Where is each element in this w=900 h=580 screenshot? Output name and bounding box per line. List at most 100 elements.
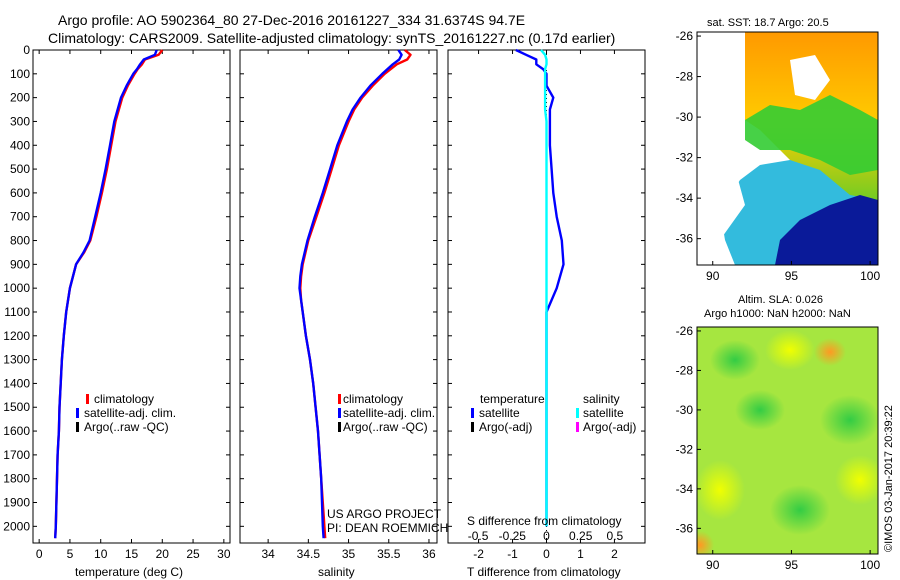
sla-green-blob [735,390,785,430]
s-tick-label: 0 [543,529,550,543]
legend-swatch-t-satellite [471,408,474,418]
y-tick-label: 0 [23,43,30,57]
s-tick-label: 0.5 [607,529,624,543]
sla-orange-blob [697,531,714,554]
sst-map: sat. SST: 18.7 Argo: 20.5 [696,17,879,266]
map-x-tick-label: 90 [706,558,720,572]
legend-title-salinity: salinity [583,392,620,406]
y-tick-label: 1800 [3,472,30,486]
legend-label-argo: Argo(..raw -QC) [343,420,428,434]
y-tick-label: 1900 [3,496,30,510]
y-tick-label: 1200 [3,329,30,343]
y-tick-label: 1600 [3,424,30,438]
x-tick-label: -2 [473,547,484,561]
x-tick-label: 35 [342,547,356,561]
map-x-tick-label: 95 [785,269,799,283]
sla-map: Altim. SLA: 0.026 Argo h1000: NaN h2000:… [696,294,879,555]
y-tick-label: 600 [10,186,30,200]
map-y-tick-label: -32 [676,442,694,456]
sla-green-blob [770,485,830,535]
x-tick-label: -1 [507,547,518,561]
sla-green-blob [820,395,878,445]
sla-orange-blob [814,338,846,366]
imos-timestamp: ©IMOS 03-Jan-2017 20:39:22 [883,405,895,552]
y-tick-label: 1700 [3,448,30,462]
map-y-tick-label: -26 [676,29,694,43]
sla-yellow-blob [765,330,815,370]
x-tick-label: 30 [217,547,231,561]
temperature-panel-frame [32,49,231,544]
map-y-tick-label: -36 [676,521,694,535]
y-tick-label: 1300 [3,353,30,367]
sst-green-band [745,95,878,175]
map-x-tick-label: 90 [706,269,720,283]
legend-swatch-t-argo [471,422,474,432]
series-satellite-adj-clim- [298,49,403,539]
legend-swatch-climatology [86,394,89,404]
x-tick-label: 15 [125,547,139,561]
x-tick-label: 25 [186,547,200,561]
y-tick-label: 900 [10,257,30,271]
map-y-tick-label: -34 [676,482,694,496]
legend-label-satellite: satellite-adj. clim. [343,406,435,420]
x-tick-label: 10 [94,547,108,561]
x-tick-label: 0 [543,547,550,561]
legend-swatch-argo [338,422,341,432]
credit-project: US ARGO PROJECT [327,507,442,521]
map-y-tick-label: -26 [676,324,694,338]
map-y-tick-label: -32 [676,151,694,165]
sst-cold-region [775,195,878,265]
legend-title-temperature: temperature [480,392,545,406]
y-tick-label: 1500 [3,400,30,414]
y-tick-label: 800 [10,234,30,248]
legend-label-s-satellite: satellite [583,406,624,420]
legend-label-argo: Argo(..raw -QC) [84,420,169,434]
figure-title-line2: Climatology: CARS2009. Satellite-adjuste… [48,30,615,46]
temperature-x-axis-label: temperature (deg C) [75,565,183,579]
map-y-tick-label: -28 [676,363,694,377]
sla-green-blob [710,340,760,380]
legend-swatch-climatology [338,394,341,404]
legend-label-t-satellite: satellite [479,406,520,420]
series-salinity-satellite [540,49,548,527]
legend-label-climatology: climatology [94,392,154,406]
difference-x-axis-label: T difference from climatology [467,565,621,579]
y-tick-label: 700 [10,210,30,224]
x-tick-label: 2 [611,547,618,561]
sst-map-title: sat. SST: 18.7 Argo: 20.5 [707,17,829,29]
sla-yellow-blob [697,460,745,520]
y-tick-label: 1100 [4,305,30,319]
legend-label-climatology: climatology [343,392,403,406]
sla-yellow-blob [835,455,878,505]
difference-legend: temperature salinity satellite Argo(-adj… [471,392,636,434]
temperature-legend: climatology satellite-adj. clim. Argo(..… [76,392,176,434]
y-tick-label: 200 [10,91,30,105]
map-x-tick-label: 100 [860,558,880,572]
map-y-tick-label: -34 [676,191,694,205]
series-climatology [299,49,412,539]
x-tick-label: 20 [156,547,170,561]
salinity-legend: climatology satellite-adj. clim. Argo(..… [338,392,435,434]
legend-swatch-satellite [338,408,341,418]
x-tick-label: 35.5 [377,547,401,561]
series-satellite-adj-clim- [54,49,158,539]
sla-map-title-line1: Altim. SLA: 0.026 [738,294,823,306]
figure-title-line1: Argo profile: AO 5902364_80 27-Dec-2016 … [58,12,525,28]
sst-land-gap [790,55,830,100]
series-temperature-satellite [515,48,565,527]
x-tick-label: 34.5 [297,547,321,561]
legend-swatch-argo [76,422,79,432]
y-tick-label: 500 [10,162,30,176]
map-x-tick-label: 95 [785,558,799,572]
x-tick-label: 5 [67,547,74,561]
y-tick-label: 1400 [3,376,30,390]
sst-map-frame [696,31,879,266]
s-tick-label: 0.25 [569,529,593,543]
map-y-tick-label: -28 [676,70,694,84]
y-tick-label: 300 [10,114,30,128]
y-tick-label: 1000 [3,281,30,295]
legend-label-t-argo: Argo(-adj) [479,420,532,434]
legend-swatch-s-argo [576,422,579,432]
legend-label-s-argo: Argo(-adj) [583,420,636,434]
